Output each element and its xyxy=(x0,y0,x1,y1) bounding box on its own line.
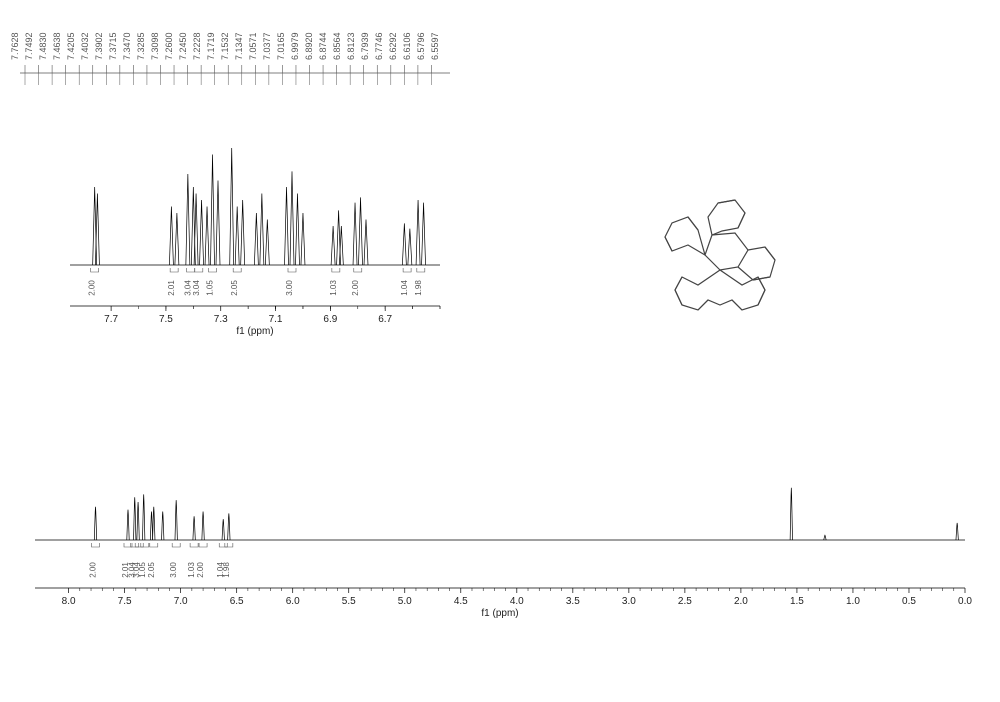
peak-value: 6.5597 xyxy=(430,32,440,60)
inset-spectrum: 2.002.013.043.041.052.053.001.032.001.04… xyxy=(55,130,455,340)
svg-text:7.7: 7.7 xyxy=(104,314,118,325)
svg-text:6.5: 6.5 xyxy=(230,596,244,607)
svg-text:7.3: 7.3 xyxy=(214,314,228,325)
svg-text:3.5: 3.5 xyxy=(566,596,580,607)
svg-text:8.0: 8.0 xyxy=(62,596,76,607)
peak-label-block: 7.76287.74927.48307.46387.42057.40327.39… xyxy=(20,10,453,60)
svg-text:2.00: 2.00 xyxy=(351,280,360,296)
svg-text:6.9: 6.9 xyxy=(323,314,337,325)
svg-text:5.0: 5.0 xyxy=(398,596,412,607)
svg-text:5.5: 5.5 xyxy=(342,596,356,607)
svg-text:1.03: 1.03 xyxy=(329,280,338,296)
svg-text:1.5: 1.5 xyxy=(790,596,804,607)
svg-text:1.05: 1.05 xyxy=(138,562,147,578)
main-spectrum: 2.002.013.043.041.052.053.001.032.001.04… xyxy=(20,440,980,620)
svg-text:0.5: 0.5 xyxy=(902,596,916,607)
svg-text:4.0: 4.0 xyxy=(510,596,524,607)
svg-text:6.0: 6.0 xyxy=(286,596,300,607)
molecule-structure xyxy=(620,155,820,355)
svg-text:7.0: 7.0 xyxy=(174,596,188,607)
svg-text:1.98: 1.98 xyxy=(414,280,423,296)
svg-text:2.00: 2.00 xyxy=(88,280,97,296)
svg-text:0.0: 0.0 xyxy=(958,596,972,607)
svg-text:2.00: 2.00 xyxy=(89,562,98,578)
svg-text:7.5: 7.5 xyxy=(118,596,132,607)
svg-text:3.00: 3.00 xyxy=(285,280,294,296)
svg-text:3.00: 3.00 xyxy=(169,562,178,578)
svg-text:f1 (ppm): f1 (ppm) xyxy=(236,326,273,337)
svg-text:f1 (ppm): f1 (ppm) xyxy=(481,608,518,619)
svg-text:1.0: 1.0 xyxy=(846,596,860,607)
svg-text:2.05: 2.05 xyxy=(230,280,239,296)
svg-text:7.1: 7.1 xyxy=(269,314,283,325)
svg-text:6.7: 6.7 xyxy=(378,314,392,325)
svg-text:1.03: 1.03 xyxy=(187,562,196,578)
svg-text:2.5: 2.5 xyxy=(678,596,692,607)
svg-text:1.05: 1.05 xyxy=(206,280,215,296)
svg-text:2.00: 2.00 xyxy=(196,562,205,578)
svg-text:7.5: 7.5 xyxy=(159,314,173,325)
svg-text:4.5: 4.5 xyxy=(454,596,468,607)
svg-text:1.04: 1.04 xyxy=(400,280,409,296)
peak-tick-lines xyxy=(20,65,520,85)
svg-text:2.0: 2.0 xyxy=(734,596,748,607)
svg-text:2.05: 2.05 xyxy=(147,562,156,578)
svg-text:1.98: 1.98 xyxy=(222,562,231,578)
svg-text:2.01: 2.01 xyxy=(167,280,176,296)
svg-text:3.04: 3.04 xyxy=(192,280,201,296)
svg-text:3.0: 3.0 xyxy=(622,596,636,607)
